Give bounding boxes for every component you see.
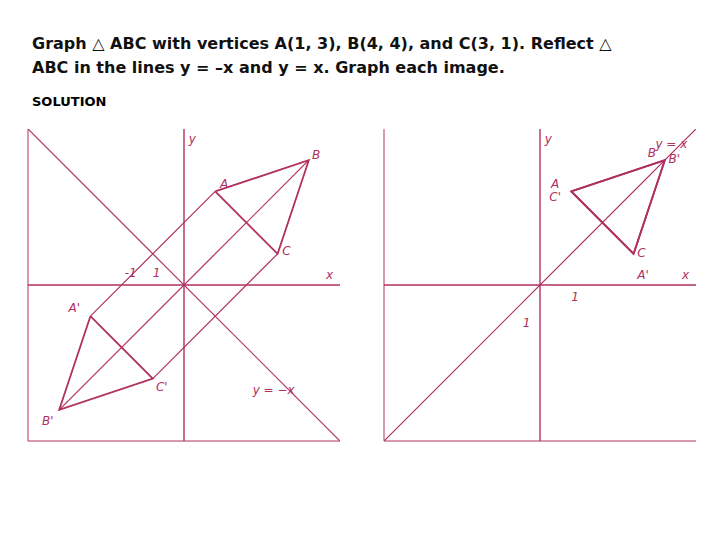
- svg-text:A': A': [636, 268, 649, 282]
- svg-text:-1: -1: [125, 266, 137, 280]
- html-text:SOLUTION: SOLUTION: [32, 94, 107, 109]
- svg-text:C': C': [156, 380, 168, 394]
- svg-text:A': A': [68, 301, 81, 315]
- svg-text:1: 1: [153, 266, 161, 280]
- svg-text:C: C: [637, 246, 646, 260]
- svg-text:B': B': [669, 152, 681, 166]
- svg-text:B: B: [312, 148, 320, 162]
- svg-text:C': C': [549, 190, 561, 204]
- html-text:Graph △ ABC with vertices A(1,: Graph △ ABC with vertices A(1, 3), B(4, …: [32, 34, 612, 77]
- svg-text:y = x: y = x: [654, 137, 688, 151]
- svg-text:1: 1: [523, 316, 531, 330]
- svg-text:y: y: [188, 132, 197, 146]
- svg-text:y: y: [544, 132, 553, 146]
- svg-text:x: x: [681, 268, 690, 282]
- svg-text:C: C: [282, 244, 291, 258]
- svg-text:x: x: [325, 268, 334, 282]
- svg-text:B: B: [648, 146, 656, 160]
- svg-text:y = −x: y = −x: [252, 383, 296, 397]
- svg-text:B': B': [42, 414, 54, 428]
- svg-text:A: A: [550, 177, 559, 191]
- svg-text:1: 1: [571, 290, 579, 304]
- svg-text:A: A: [219, 177, 228, 191]
